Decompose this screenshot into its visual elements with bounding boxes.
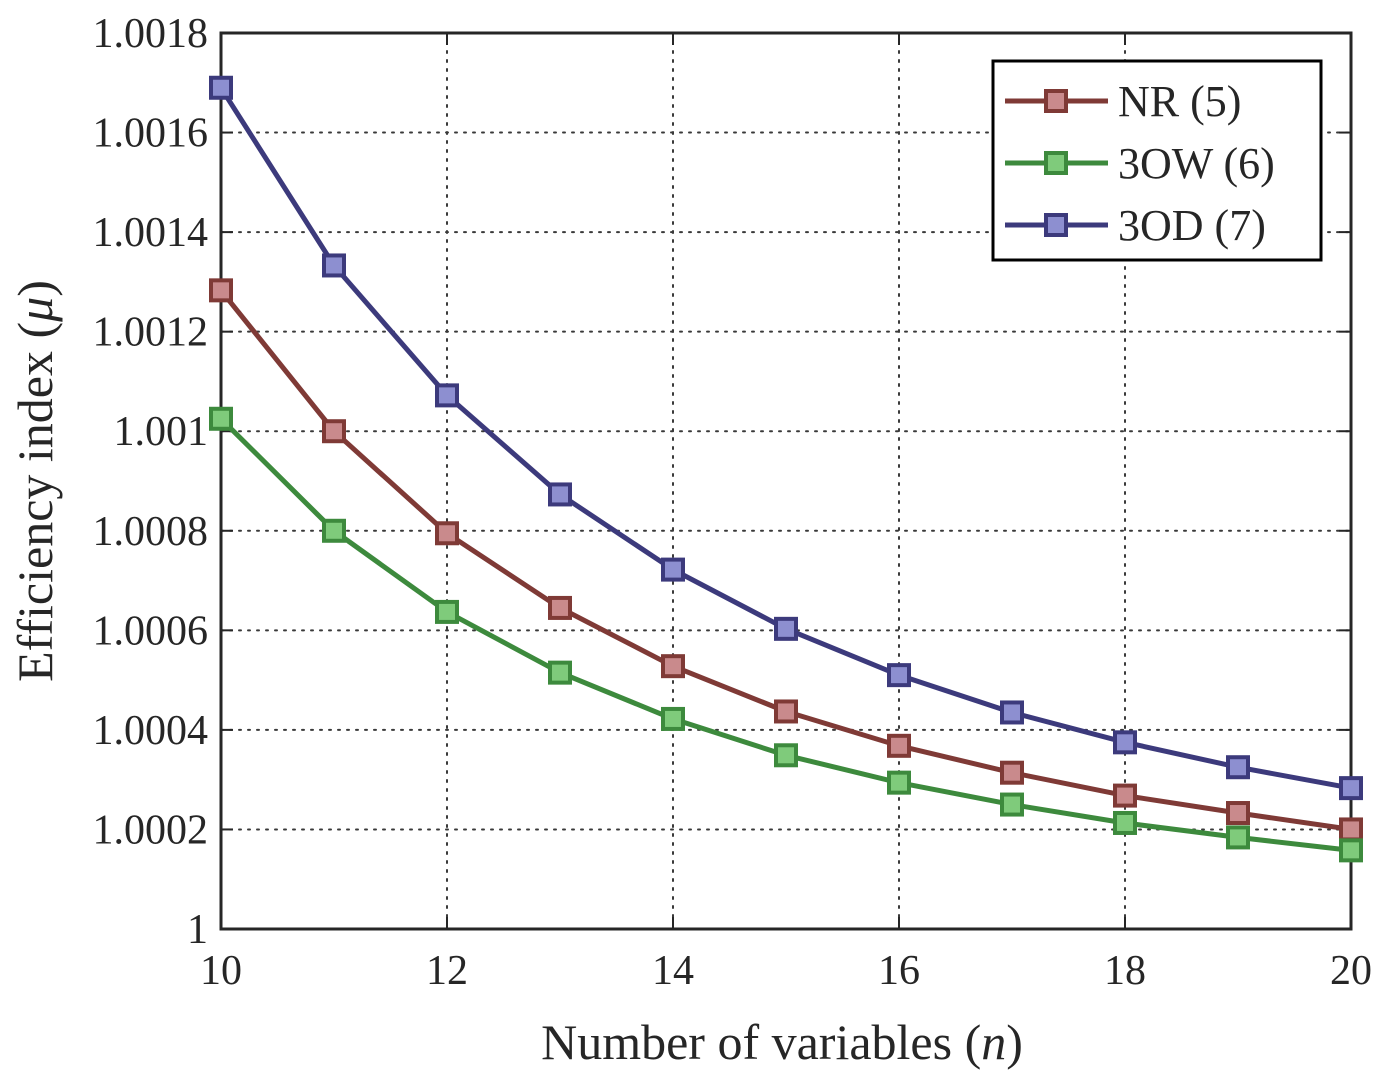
data-point bbox=[1339, 838, 1363, 863]
data-point bbox=[1000, 760, 1024, 785]
data-point bbox=[661, 706, 685, 731]
legend-marker-swatch bbox=[1044, 89, 1068, 113]
data-point bbox=[548, 482, 572, 507]
data-point bbox=[435, 383, 459, 408]
data-point bbox=[1000, 700, 1024, 725]
legend-marker-swatch bbox=[1044, 151, 1068, 175]
data-point bbox=[1339, 776, 1363, 801]
data-point bbox=[1113, 783, 1137, 808]
y-tick-label: 1 bbox=[187, 907, 208, 953]
y-tick-label: 1.0004 bbox=[93, 708, 209, 754]
y-tick-label: 1.001 bbox=[114, 409, 209, 455]
data-point bbox=[209, 278, 233, 303]
axis-ticks: 10 12 14 16 18 20 1 1.0002 1.0004 1.0006 1.0008 1.0… bbox=[93, 11, 1373, 994]
x-tick-label: 12 bbox=[426, 948, 468, 994]
legend-label: NR (5) bbox=[1118, 77, 1241, 126]
data-point bbox=[209, 406, 233, 431]
data-point bbox=[661, 557, 685, 582]
legend-marker-swatch bbox=[1044, 213, 1068, 237]
series-3ow-6 bbox=[209, 406, 1363, 863]
x-tick-label: 10 bbox=[200, 948, 242, 994]
x-tick-label: 14 bbox=[652, 948, 694, 994]
data-point bbox=[774, 616, 798, 641]
series-layer bbox=[209, 75, 1363, 863]
legend-item: 3OW (6) bbox=[1005, 139, 1275, 188]
y-tick-label: 1.0008 bbox=[93, 509, 209, 555]
series-3od-7 bbox=[209, 75, 1363, 801]
data-point bbox=[887, 770, 911, 795]
data-point bbox=[1000, 792, 1024, 817]
data-point bbox=[322, 419, 346, 444]
plot-area-frame bbox=[219, 31, 1353, 931]
x-axis-title: Number of variables (n) bbox=[541, 1014, 1023, 1070]
y-tick-label: 1.0002 bbox=[93, 807, 209, 853]
y-axis-title: Efficiency index (μ) bbox=[7, 280, 63, 682]
data-point bbox=[209, 75, 233, 100]
data-point bbox=[548, 660, 572, 685]
x-tick-label: 18 bbox=[1104, 948, 1146, 994]
legend-item: NR (5) bbox=[1005, 77, 1241, 126]
data-point bbox=[1226, 801, 1250, 826]
y-tick-label: 1.0006 bbox=[93, 608, 209, 654]
data-point bbox=[435, 599, 459, 624]
data-point bbox=[774, 699, 798, 724]
data-point bbox=[1226, 825, 1250, 850]
data-point bbox=[887, 663, 911, 688]
y-tick-label: 1.0012 bbox=[93, 310, 209, 356]
data-point bbox=[435, 521, 459, 546]
legend: NR (5) 3OW (6) 3OD (7) bbox=[991, 59, 1323, 262]
data-point bbox=[774, 743, 798, 768]
data-point bbox=[1226, 755, 1250, 780]
y-tick-label: 1.0016 bbox=[93, 111, 209, 157]
y-tick-label: 1.0018 bbox=[93, 11, 209, 57]
data-point bbox=[661, 654, 685, 679]
data-point bbox=[887, 733, 911, 758]
series-nr-5 bbox=[209, 278, 1363, 842]
x-tick-label: 20 bbox=[1330, 948, 1372, 994]
data-point bbox=[322, 253, 346, 278]
legend-item: 3OD (7) bbox=[1005, 201, 1266, 250]
legend-label: 3OD (7) bbox=[1118, 201, 1266, 250]
data-point bbox=[1113, 810, 1137, 835]
data-point bbox=[1113, 730, 1137, 755]
x-tick-label: 16 bbox=[878, 948, 920, 994]
legend-label: 3OW (6) bbox=[1118, 139, 1275, 188]
data-point bbox=[1339, 817, 1363, 842]
data-point bbox=[548, 595, 572, 620]
data-point bbox=[322, 518, 346, 543]
y-tick-label: 1.0014 bbox=[93, 210, 209, 256]
